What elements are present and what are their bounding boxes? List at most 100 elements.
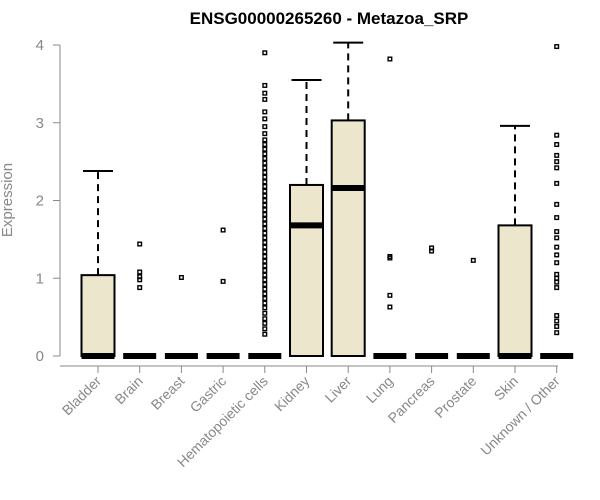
outlier-point bbox=[554, 244, 560, 250]
outlier-point bbox=[262, 263, 268, 269]
outlier-point bbox=[554, 180, 560, 186]
outlier-point bbox=[262, 253, 268, 259]
outlier-point bbox=[262, 146, 268, 152]
box-group bbox=[373, 56, 407, 359]
outlier-point bbox=[262, 331, 268, 337]
box-group bbox=[497, 124, 533, 359]
outlier-point bbox=[262, 230, 268, 236]
outlier-point bbox=[262, 272, 268, 278]
outlier-point bbox=[262, 277, 268, 283]
y-ticks: 0 1 2 3 4 bbox=[36, 37, 60, 365]
outlier-point bbox=[262, 90, 268, 96]
boxes-group bbox=[80, 41, 574, 359]
outlier-point bbox=[262, 249, 268, 255]
outlier-point bbox=[262, 109, 268, 115]
outlier-point bbox=[262, 197, 268, 203]
outlier-point bbox=[262, 160, 268, 166]
outlier-point bbox=[220, 227, 226, 233]
box-rect bbox=[80, 274, 116, 358]
outlier-point bbox=[262, 211, 268, 217]
x-tick-label: Skin bbox=[491, 373, 522, 404]
outlier-point bbox=[262, 179, 268, 185]
box-rect bbox=[497, 224, 533, 357]
outlier-point bbox=[554, 252, 560, 258]
x-tick-label: Bladder bbox=[59, 373, 105, 419]
outlier-point bbox=[387, 292, 393, 298]
outlier-point bbox=[262, 244, 268, 250]
outlier-point bbox=[262, 116, 268, 122]
outlier-point bbox=[262, 295, 268, 301]
outlier-point bbox=[262, 170, 268, 176]
outlier-point bbox=[554, 142, 560, 148]
box-group bbox=[248, 50, 282, 359]
outlier-point bbox=[554, 229, 560, 235]
outlier-point bbox=[262, 151, 268, 157]
outlier-point bbox=[554, 44, 560, 50]
box-group bbox=[415, 245, 449, 359]
outlier-point bbox=[262, 124, 268, 130]
outlier-point bbox=[262, 137, 268, 143]
outlier-point bbox=[554, 323, 560, 329]
outlier-point bbox=[262, 320, 268, 326]
outlier-point bbox=[262, 310, 268, 316]
outlier-point bbox=[262, 142, 268, 148]
box-group bbox=[330, 41, 366, 358]
outlier-point bbox=[429, 245, 435, 251]
y-tick-label: 3 bbox=[36, 115, 44, 132]
outlier-point bbox=[554, 235, 560, 241]
outlier-point bbox=[554, 279, 560, 285]
outlier-point bbox=[554, 132, 560, 138]
outlier-point bbox=[554, 330, 560, 336]
outlier-point bbox=[137, 241, 143, 247]
outlier-point bbox=[262, 316, 268, 322]
outlier-point bbox=[387, 56, 393, 62]
outlier-point bbox=[554, 201, 560, 207]
box-group bbox=[540, 44, 574, 359]
y-tick-label: 1 bbox=[36, 270, 44, 287]
outlier-point bbox=[262, 305, 268, 311]
outlier-point bbox=[137, 269, 143, 275]
outlier-point bbox=[554, 159, 560, 165]
outlier-point bbox=[262, 193, 268, 199]
outlier-point bbox=[554, 152, 560, 158]
outlier-point bbox=[554, 318, 560, 324]
x-tick-label: Prostate bbox=[431, 373, 479, 421]
outlier-point bbox=[262, 131, 268, 137]
outlier-point bbox=[137, 274, 143, 280]
outlier-point bbox=[262, 188, 268, 194]
y-tick-label: 0 bbox=[36, 348, 44, 365]
outlier-point bbox=[554, 215, 560, 221]
outlier-point bbox=[262, 184, 268, 190]
outlier-point bbox=[554, 260, 560, 266]
outlier-point bbox=[262, 258, 268, 264]
outlier-point bbox=[262, 235, 268, 241]
outlier-point bbox=[262, 300, 268, 306]
x-tick-label: Unknown / Other bbox=[477, 373, 563, 459]
outlier-point bbox=[137, 285, 143, 291]
outlier-point bbox=[262, 156, 268, 162]
box-group bbox=[456, 257, 490, 359]
outlier-point bbox=[554, 285, 560, 291]
box-rect bbox=[330, 119, 366, 358]
y-tick-label: 2 bbox=[36, 193, 44, 210]
outlier-point bbox=[262, 239, 268, 245]
outlier-point bbox=[262, 291, 268, 297]
outlier-point bbox=[262, 221, 268, 227]
outlier-point bbox=[262, 225, 268, 231]
outlier-point bbox=[470, 257, 476, 263]
y-tick-label: 4 bbox=[36, 37, 44, 54]
outlier-point bbox=[554, 165, 560, 171]
box-group bbox=[289, 78, 324, 357]
chart-title: ENSG00000265260 - Metazoa_SRP bbox=[190, 9, 469, 28]
outlier-point bbox=[554, 313, 560, 319]
outlier-point bbox=[262, 165, 268, 171]
box-group bbox=[80, 169, 116, 359]
outlier-point bbox=[262, 326, 268, 332]
outlier-point bbox=[262, 286, 268, 292]
x-tick-label: Liver bbox=[322, 373, 355, 406]
outlier-point bbox=[262, 50, 268, 56]
outlier-point bbox=[262, 96, 268, 102]
box-group bbox=[123, 241, 157, 359]
